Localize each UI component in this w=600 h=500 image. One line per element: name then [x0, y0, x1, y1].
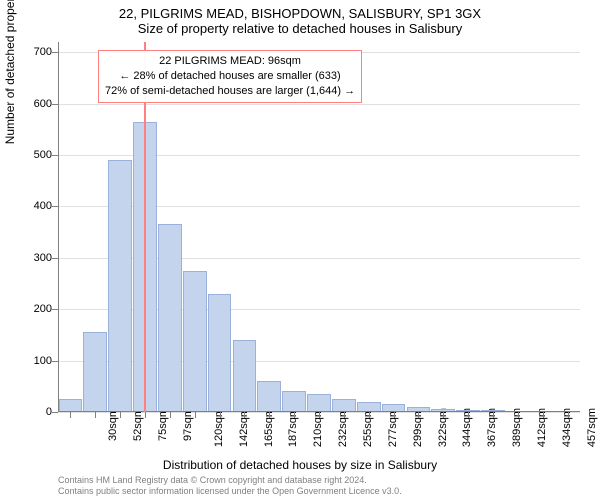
x-tick-mark — [468, 412, 469, 418]
x-tick-mark — [70, 412, 71, 418]
x-tick-mark — [95, 412, 96, 418]
x-tick-mark — [269, 412, 270, 418]
x-tick-mark — [493, 412, 494, 418]
x-tick-mark — [344, 412, 345, 418]
x-tick-mark — [195, 412, 196, 418]
y-tick-label: 0 — [22, 406, 52, 418]
x-tick-mark — [220, 412, 221, 418]
y-tick-label: 100 — [22, 355, 52, 367]
x-tick-mark — [244, 412, 245, 418]
x-tick-label: 457sqm — [586, 408, 598, 447]
histogram-bar — [257, 381, 281, 412]
info-box-line: ← 28% of detached houses are smaller (63… — [105, 69, 355, 84]
x-tick-mark — [443, 412, 444, 418]
histogram-bar — [208, 294, 232, 412]
y-tick-label: 400 — [22, 200, 52, 212]
x-tick-mark — [518, 412, 519, 418]
x-tick-mark — [294, 412, 295, 418]
x-axis-label: Distribution of detached houses by size … — [0, 458, 600, 472]
y-tick-label: 700 — [22, 46, 52, 58]
attribution: Contains HM Land Registry data © Crown c… — [58, 475, 402, 497]
x-tick-mark — [120, 412, 121, 418]
y-tick-label: 500 — [22, 149, 52, 161]
y-axis-label: Number of detached properties — [3, 0, 17, 144]
grid-line — [58, 104, 580, 105]
x-tick-mark — [543, 412, 544, 418]
histogram-bar — [83, 332, 107, 412]
y-tick-label: 300 — [22, 252, 52, 264]
info-box-line: 72% of semi-detached houses are larger (… — [105, 84, 355, 99]
x-axis-line — [58, 411, 580, 412]
x-tick-label: 75sqm — [157, 408, 169, 441]
histogram-bar — [158, 224, 182, 412]
info-box-line: 22 PILGRIMS MEAD: 96sqm — [105, 54, 355, 69]
x-tick-label: 30sqm — [107, 408, 119, 441]
y-tick-mark — [52, 412, 58, 413]
x-tick-mark — [394, 412, 395, 418]
page-title: 22, PILGRIMS MEAD, BISHOPDOWN, SALISBURY… — [0, 6, 600, 21]
x-tick-label: 52sqm — [132, 408, 144, 441]
x-tick-mark — [418, 412, 419, 418]
histogram-bar — [108, 160, 132, 412]
y-axis-line — [58, 42, 59, 412]
y-tick-label: 200 — [22, 303, 52, 315]
page-subtitle: Size of property relative to detached ho… — [0, 21, 600, 36]
attribution-line-1: Contains HM Land Registry data © Crown c… — [58, 475, 402, 486]
x-tick-mark — [319, 412, 320, 418]
x-tick-label: 97sqm — [182, 408, 194, 441]
histogram-bar — [282, 391, 306, 412]
histogram-chart: 30sqm52sqm75sqm97sqm120sqm142sqm165sqm18… — [58, 42, 580, 412]
histogram-bar — [233, 340, 257, 412]
y-tick-label: 600 — [22, 98, 52, 110]
x-tick-mark — [170, 412, 171, 418]
x-tick-mark — [145, 412, 146, 418]
histogram-bar — [183, 271, 207, 412]
histogram-bar — [307, 394, 331, 412]
x-tick-mark — [568, 412, 569, 418]
attribution-line-2: Contains public sector information licen… — [58, 486, 402, 497]
property-info-box: 22 PILGRIMS MEAD: 96sqm← 28% of detached… — [98, 50, 362, 103]
x-tick-mark — [369, 412, 370, 418]
